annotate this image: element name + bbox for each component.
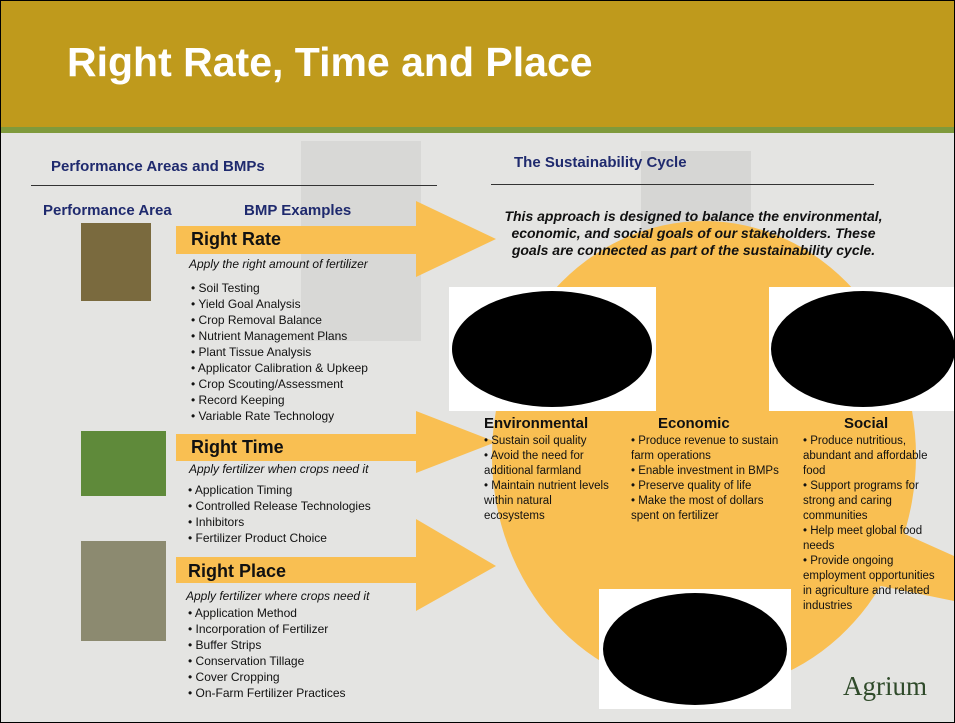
list-item: • Application Method [188, 605, 428, 621]
list-item: • Incorporation of Fertilizer [188, 621, 428, 637]
list-item: • Crop Scouting/Assessment [191, 376, 431, 392]
goal-item: • Maintain nutrient levels within natura… [484, 479, 614, 524]
goal-list: • Produce nutritious, abundant and affor… [803, 434, 943, 614]
list-item: • Applicator Calibration & Upkeep [191, 360, 431, 376]
list-item: • Variable Rate Technology [191, 408, 431, 424]
item-list: • Application Method• Incorporation of F… [188, 605, 428, 701]
goal-item: • Avoid the need for additional farmland [484, 449, 614, 479]
list-item: • Application Timing [188, 482, 428, 498]
goal-title: Social [844, 415, 888, 432]
item-list: • Application Timing• Controlled Release… [188, 482, 428, 546]
list-item: • Soil Testing [191, 280, 431, 296]
list-item: • Buffer Strips [188, 637, 428, 653]
area-title: Right Rate [191, 229, 281, 250]
list-item: • Inhibitors [188, 514, 428, 530]
section-heading: Performance Areas and BMPs [51, 158, 265, 175]
logo: Agrium [843, 671, 927, 702]
item-list: • Soil Testing• Yield Goal Analysis• Cro… [191, 280, 431, 424]
list-item: • Controlled Release Technologies [188, 498, 428, 514]
slide: Right Rate, Time and Place Performance A… [0, 0, 955, 723]
list-item: • Crop Removal Balance [191, 312, 431, 328]
area-subtitle: Apply fertilizer when crops need it [189, 462, 368, 476]
list-item: • Nutrient Management Plans [191, 328, 431, 344]
goal-title: Environmental [484, 415, 588, 432]
underline [491, 184, 874, 185]
underline [31, 185, 437, 186]
list-item: • Record Keeping [191, 392, 431, 408]
goal-list: • Sustain soil quality• Avoid the need f… [484, 434, 614, 524]
goal-list: • Produce revenue to sustain farm operat… [631, 434, 781, 524]
goal-item: • Make the most of dollars spent on fert… [631, 494, 781, 524]
column-header: BMP Examples [244, 202, 351, 219]
intro-text: This approach is designed to balance the… [496, 208, 891, 259]
goal-title: Economic [658, 415, 730, 432]
list-item: • Plant Tissue Analysis [191, 344, 431, 360]
area-title: Right Time [191, 437, 284, 458]
slide-title: Right Rate, Time and Place [67, 39, 593, 86]
section-heading: The Sustainability Cycle [514, 154, 687, 171]
goal-item: • Help meet global food needs [803, 524, 943, 554]
column-header: Performance Area [43, 202, 172, 219]
list-item: • Fertilizer Product Choice [188, 530, 428, 546]
goal-item: • Produce revenue to sustain farm operat… [631, 434, 781, 464]
area-title: Right Place [188, 561, 286, 582]
goal-item: • Sustain soil quality [484, 434, 614, 449]
list-item: • Cover Cropping [188, 669, 428, 685]
goal-item: • Produce nutritious, abundant and affor… [803, 434, 943, 479]
goal-item: • Preserve quality of life [631, 479, 781, 494]
goal-item: • Enable investment in BMPs [631, 464, 781, 479]
area-subtitle: Apply fertilizer where crops need it [186, 589, 369, 603]
area-subtitle: Apply the right amount of fertilizer [189, 257, 368, 271]
header-rule [1, 127, 954, 133]
goal-item: • Support programs for strong and caring… [803, 479, 943, 524]
goal-item: • Provide ongoing employment opportuniti… [803, 554, 943, 614]
list-item: • Conservation Tillage [188, 653, 428, 669]
list-item: • Yield Goal Analysis [191, 296, 431, 312]
list-item: • On-Farm Fertilizer Practices [188, 685, 428, 701]
